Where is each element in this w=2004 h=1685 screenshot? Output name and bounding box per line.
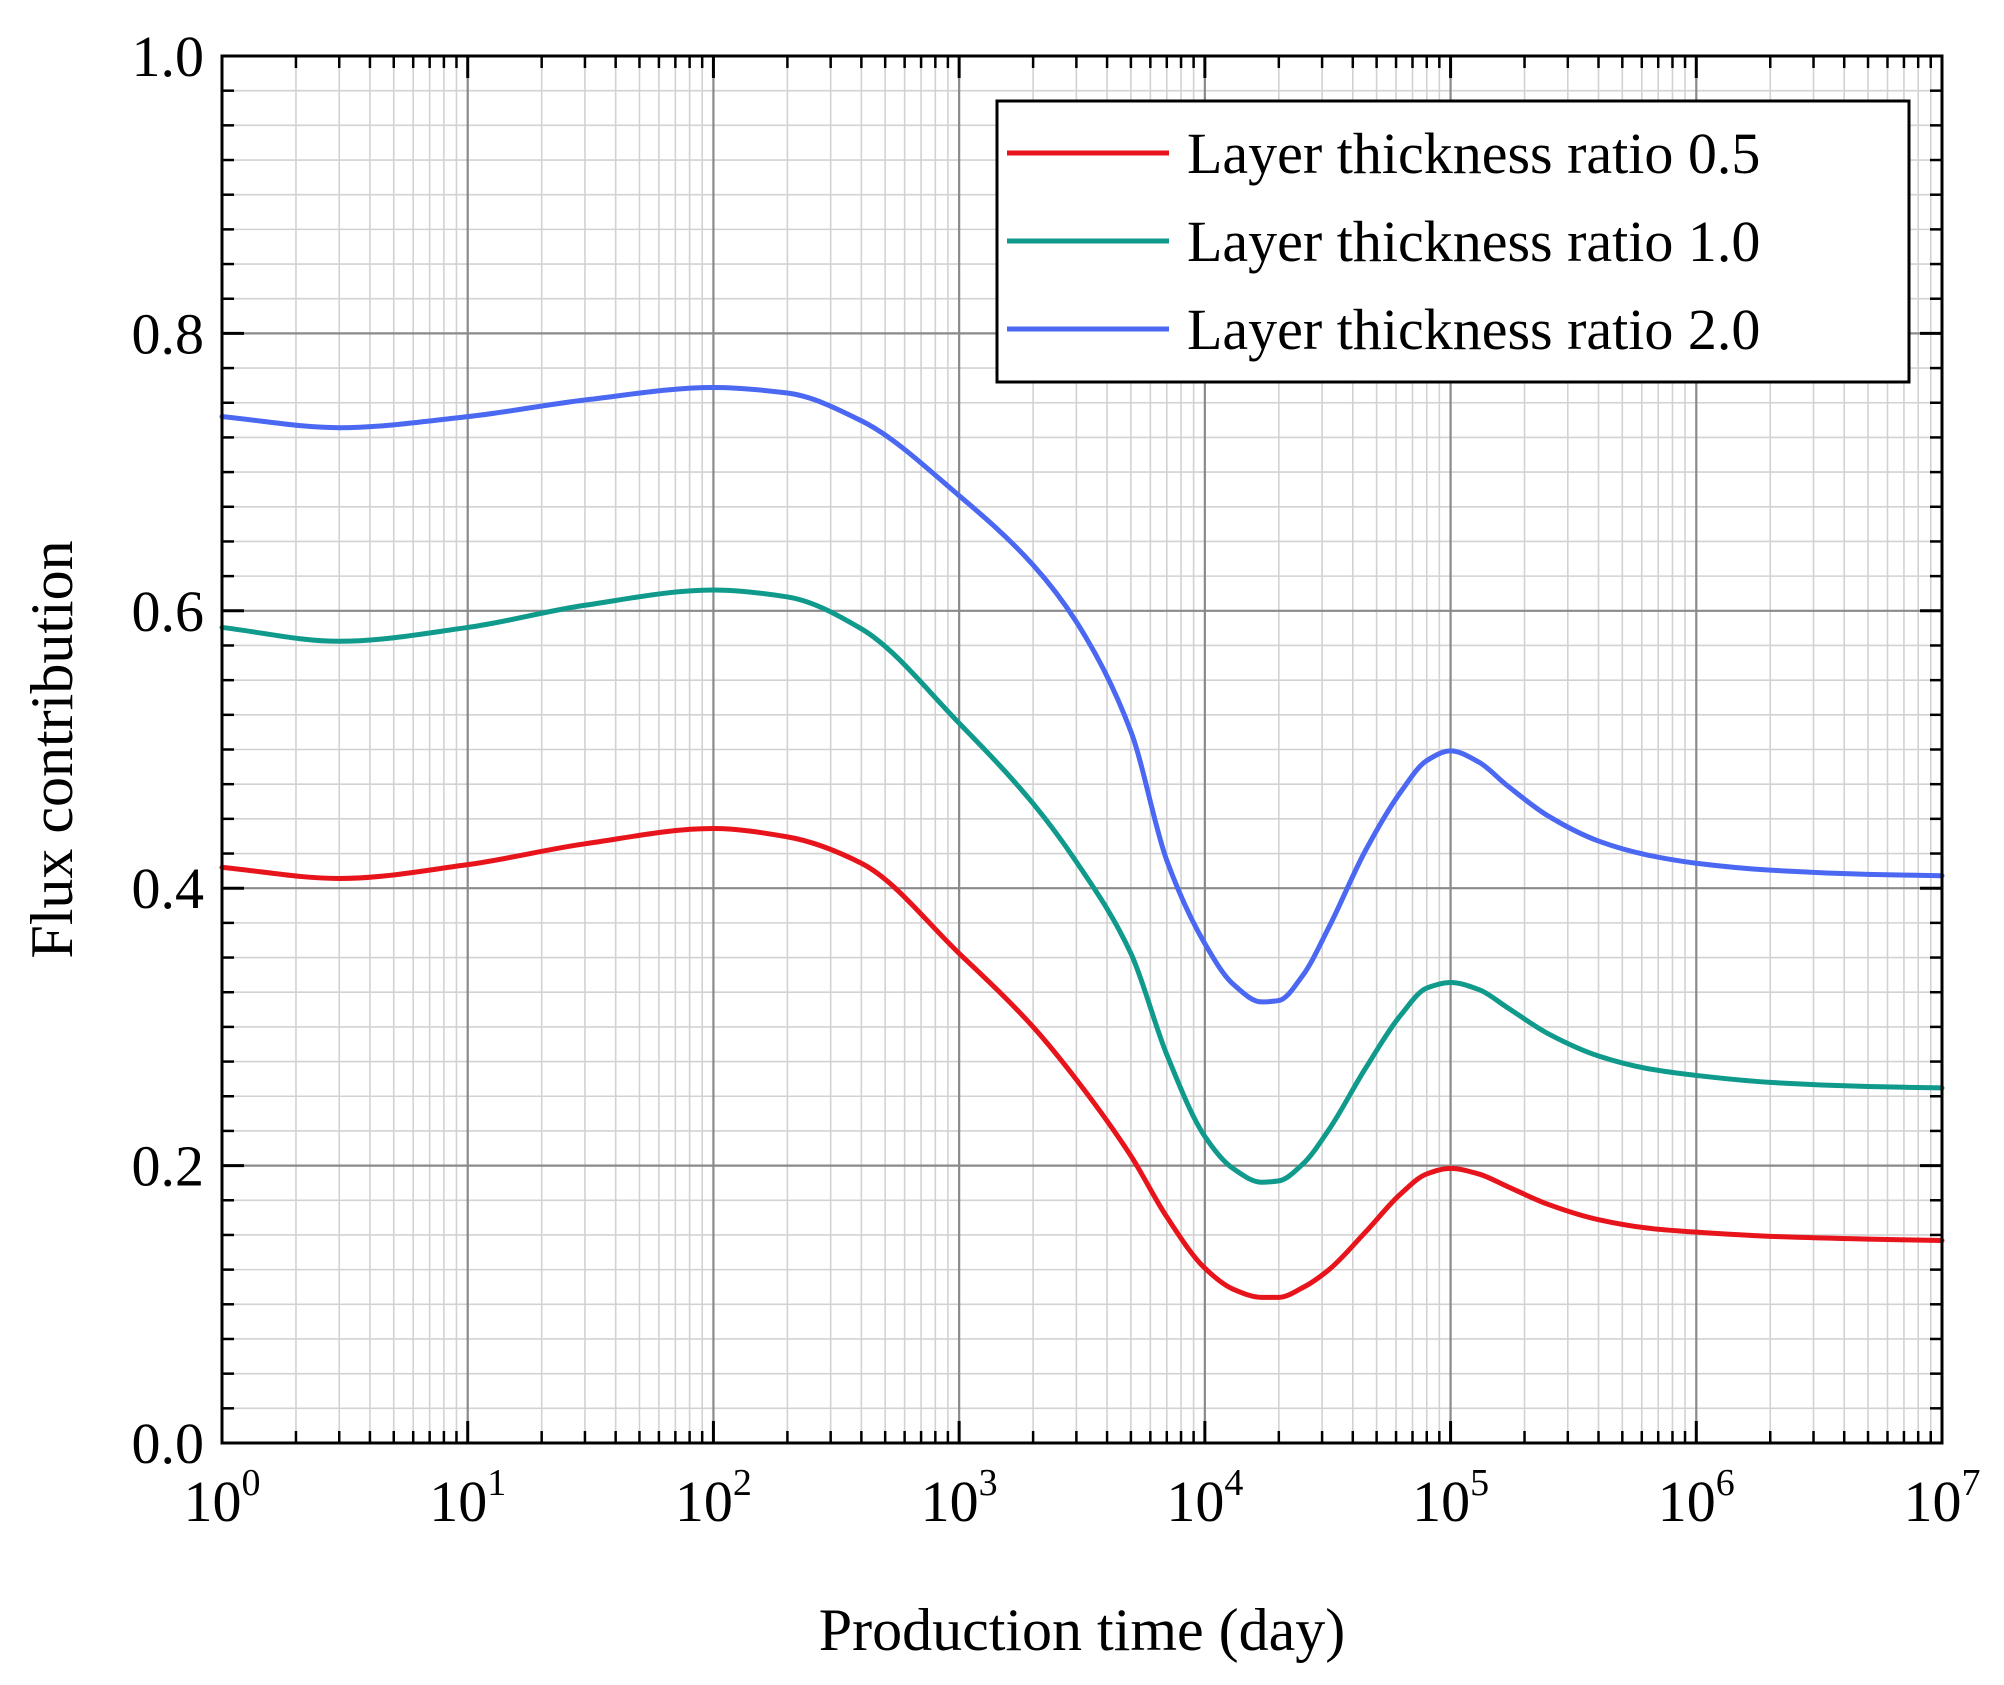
y-tick-label: 0.6 xyxy=(132,579,205,644)
x-tick-label: 100 xyxy=(184,1462,261,1534)
x-tick-label-exponent: 5 xyxy=(1470,1462,1489,1504)
x-tick-label-exponent: 4 xyxy=(1224,1462,1243,1504)
x-tick-label: 103 xyxy=(921,1462,998,1534)
y-tick-label: 0.2 xyxy=(132,1134,205,1199)
x-tick-label-base: 10 xyxy=(1904,1469,1962,1534)
legend-label-3: Layer thickness ratio 2.0 xyxy=(1187,297,1760,362)
x-tick-label-exponent: 0 xyxy=(242,1462,261,1504)
series-line-2 xyxy=(219,587,1945,1185)
x-tick-labels: 100 101 102 103 104 105 106 107 xyxy=(184,1462,1981,1534)
series-line-1 xyxy=(219,826,1945,1300)
legend-label-2: Layer thickness ratio 1.0 xyxy=(1187,209,1760,274)
x-tick-label-base: 10 xyxy=(1412,1469,1470,1534)
x-tick-label-base: 10 xyxy=(429,1469,487,1534)
x-tick-label-exponent: 2 xyxy=(733,1462,752,1504)
x-tick-label-exponent: 1 xyxy=(487,1462,506,1504)
x-tick-label-exponent: 6 xyxy=(1716,1462,1735,1504)
x-tick-label-base: 10 xyxy=(1166,1469,1224,1534)
data-series xyxy=(219,384,1945,1300)
x-tick-label-exponent: 3 xyxy=(979,1462,998,1504)
y-tick-label: 1.0 xyxy=(132,24,205,89)
series-line-3 xyxy=(219,384,1945,1005)
x-tick-label-base: 10 xyxy=(675,1469,733,1534)
y-axis-title: Flux contribution xyxy=(19,540,85,958)
x-tick-label-exponent: 7 xyxy=(1962,1462,1981,1504)
x-tick-label: 104 xyxy=(1166,1462,1243,1534)
axis-ticks xyxy=(220,54,1944,1445)
y-tick-label: 0.8 xyxy=(132,301,205,366)
x-tick-label: 105 xyxy=(1412,1462,1489,1534)
x-tick-label: 107 xyxy=(1904,1462,1981,1534)
y-tick-label: 0.4 xyxy=(132,856,205,921)
y-tick-labels: 0.0 0.2 0.4 0.6 0.8 1.0 xyxy=(132,24,205,1476)
x-tick-label-base: 10 xyxy=(1658,1469,1716,1534)
legend: Layer thickness ratio 0.5 Layer thickness… xyxy=(995,99,1911,384)
x-tick-label: 106 xyxy=(1658,1462,1735,1534)
x-tick-label: 102 xyxy=(675,1462,752,1534)
y-tick-label: 0.0 xyxy=(132,1411,205,1476)
legend-label-1: Layer thickness ratio 0.5 xyxy=(1187,121,1760,186)
x-axis-title: Production time (day) xyxy=(819,1597,1346,1663)
x-tick-label: 101 xyxy=(429,1462,506,1534)
x-tick-label-base: 10 xyxy=(921,1469,979,1534)
x-tick-label-base: 10 xyxy=(184,1469,242,1534)
